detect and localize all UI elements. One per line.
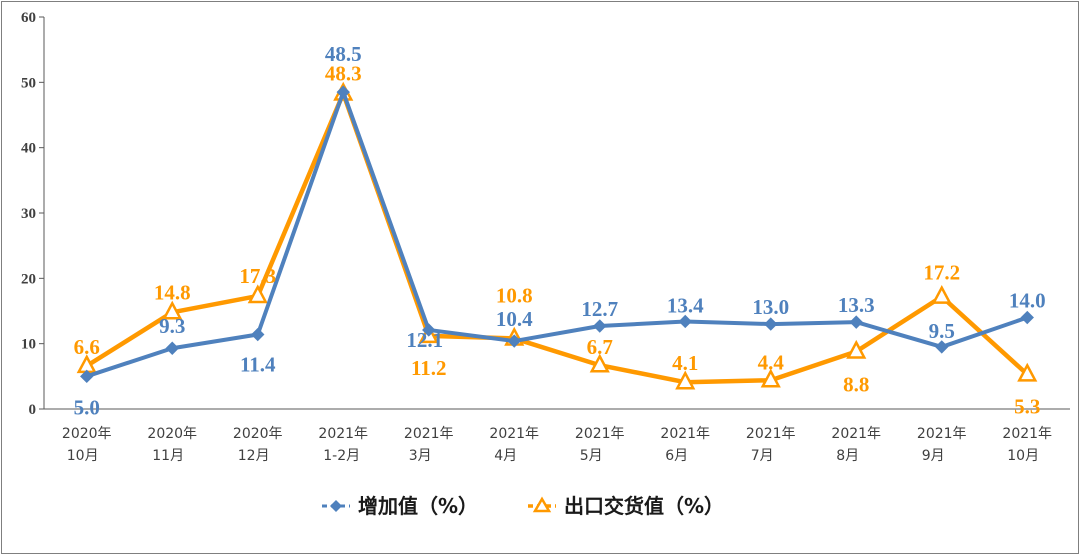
x-tick-label-month: 1-2月: [323, 448, 360, 464]
data-label: 48.5: [325, 42, 362, 66]
data-label: 12.7: [581, 297, 618, 321]
data-point-diamond: [678, 314, 692, 329]
y-tick-label: 50: [21, 75, 36, 91]
data-label: 9.5: [929, 319, 955, 343]
x-tick-label-month: 10月: [1007, 448, 1039, 464]
data-point-diamond: [849, 315, 863, 329]
x-tick-label-month: 12月: [238, 448, 270, 464]
x-tick-label-year: 2020年: [233, 426, 283, 442]
data-point-diamond: [165, 341, 179, 355]
data-point-diamond: [251, 327, 265, 342]
x-tick-label-year: 2021年: [1002, 426, 1052, 442]
data-label: 10.8: [496, 283, 533, 307]
x-tick-label-month: 7月: [751, 448, 774, 464]
x-tick-label-year: 2020年: [62, 426, 112, 442]
data-point-diamond: [80, 369, 94, 384]
data-label: 12.1: [406, 328, 443, 352]
data-label: 13.0: [752, 295, 789, 319]
data-point-triangle: [1017, 362, 1038, 382]
y-tick-label: 10: [21, 337, 36, 353]
data-label: 11.2: [411, 356, 447, 380]
data-point-diamond: [422, 323, 436, 337]
x-tick-label-year: 2020年: [147, 426, 197, 442]
data-label: 8.8: [843, 373, 869, 397]
x-tick-label-year: 2021年: [746, 426, 796, 442]
data-point-triangle: [247, 284, 268, 304]
data-label: 6.7: [587, 335, 613, 359]
x-tick-label-year: 2021年: [404, 426, 454, 442]
data-label: 10.4: [496, 307, 533, 331]
data-label: 11.4: [240, 353, 276, 377]
data-label: 14.8: [154, 280, 191, 304]
y-tick-label: 0: [29, 402, 37, 418]
data-label: 9.3: [159, 314, 185, 338]
data-label: 6.6: [74, 335, 100, 359]
legend-label-export-delivery: 出口交货值（%）: [564, 494, 724, 518]
x-tick-label-month: 5月: [580, 448, 603, 464]
data-point-triangle: [162, 300, 183, 320]
data-label: 5.3: [1014, 394, 1040, 418]
x-tick-label-month: 3月: [409, 448, 432, 464]
y-tick-label: 60: [21, 10, 36, 26]
x-tick-label-year: 2021年: [660, 426, 710, 442]
data-point-diamond: [593, 319, 607, 333]
x-tick-label-month: 8月: [836, 448, 859, 464]
x-tick-label-year: 2021年: [575, 426, 625, 442]
x-tick-label-month: 9月: [922, 448, 945, 464]
data-point-diamond: [1020, 310, 1034, 325]
y-tick-label: 20: [21, 271, 36, 287]
x-tick-label-year: 2021年: [489, 426, 539, 442]
data-point-triangle: [760, 368, 781, 388]
legend-marker-diamond: [330, 500, 342, 512]
data-label: 4.1: [672, 351, 698, 375]
data-label: 17.3: [239, 264, 276, 288]
x-tick-label-month: 11月: [152, 448, 184, 464]
data-label: 17.2: [923, 261, 960, 285]
x-tick-label-year: 2021年: [318, 426, 368, 442]
legend-label-value-added: 增加值（%）: [358, 494, 478, 518]
data-point-diamond: [764, 317, 778, 331]
x-tick-label-month: 6月: [665, 448, 688, 464]
legend-marker-triangle: [532, 496, 552, 513]
data-point-triangle: [589, 353, 610, 373]
data-label: 13.3: [838, 293, 875, 317]
x-tick-label-month: 10月: [67, 448, 99, 464]
data-label: 48.3: [325, 61, 362, 85]
data-point-triangle: [846, 339, 867, 359]
y-tick-label: 30: [21, 206, 36, 222]
data-point-triangle: [931, 284, 952, 304]
data-label: 4.4: [758, 350, 785, 374]
data-point-triangle: [675, 370, 696, 390]
x-tick-label-year: 2021年: [917, 426, 967, 442]
data-label: 13.4: [667, 293, 704, 317]
data-point-diamond: [935, 340, 949, 354]
series-line-export-delivery: [84, 91, 1030, 385]
data-label: 14.0: [1009, 289, 1046, 313]
x-tick-label-month: 4月: [494, 448, 517, 464]
series-line-value-added: [84, 90, 1030, 379]
data-label: 5.0: [74, 395, 100, 419]
data-point-diamond: [507, 334, 521, 348]
y-tick-label: 40: [21, 141, 36, 157]
x-tick-label-year: 2021年: [831, 426, 881, 442]
data-point-diamond: [336, 85, 350, 99]
